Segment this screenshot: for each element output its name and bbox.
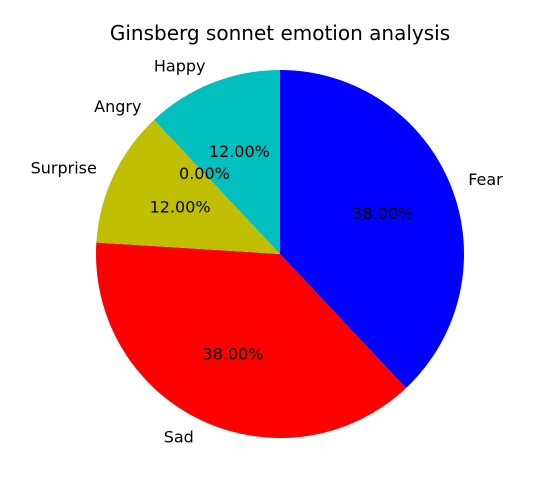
pie-slices [95,70,465,439]
slice-label-fear: Fear [468,170,503,189]
pie-slice-fear [280,70,465,389]
slice-percent-fear: 38.00% [352,204,413,223]
pie-labels: Fear 38.00% Sad 38.00% Surprise 12.00% Angry 0.… [31,56,504,446]
slice-percent-sad: 38.00% [202,344,263,363]
slice-percent-happy: 12.00% [209,142,270,161]
slice-percent-surprise: 12.00% [150,197,211,216]
slice-label-surprise: Surprise [31,158,97,177]
chart-title: Ginsberg sonnet emotion analysis [110,21,450,45]
pie-slice-surprise [96,119,280,255]
pie-slice-happy [154,70,280,254]
slice-label-happy: Happy [154,56,206,75]
slice-label-sad: Sad [164,428,194,447]
pie-slice-sad [95,242,406,439]
slice-percent-angry: 0.00% [179,164,230,183]
slice-label-angry: Angry [94,97,141,116]
